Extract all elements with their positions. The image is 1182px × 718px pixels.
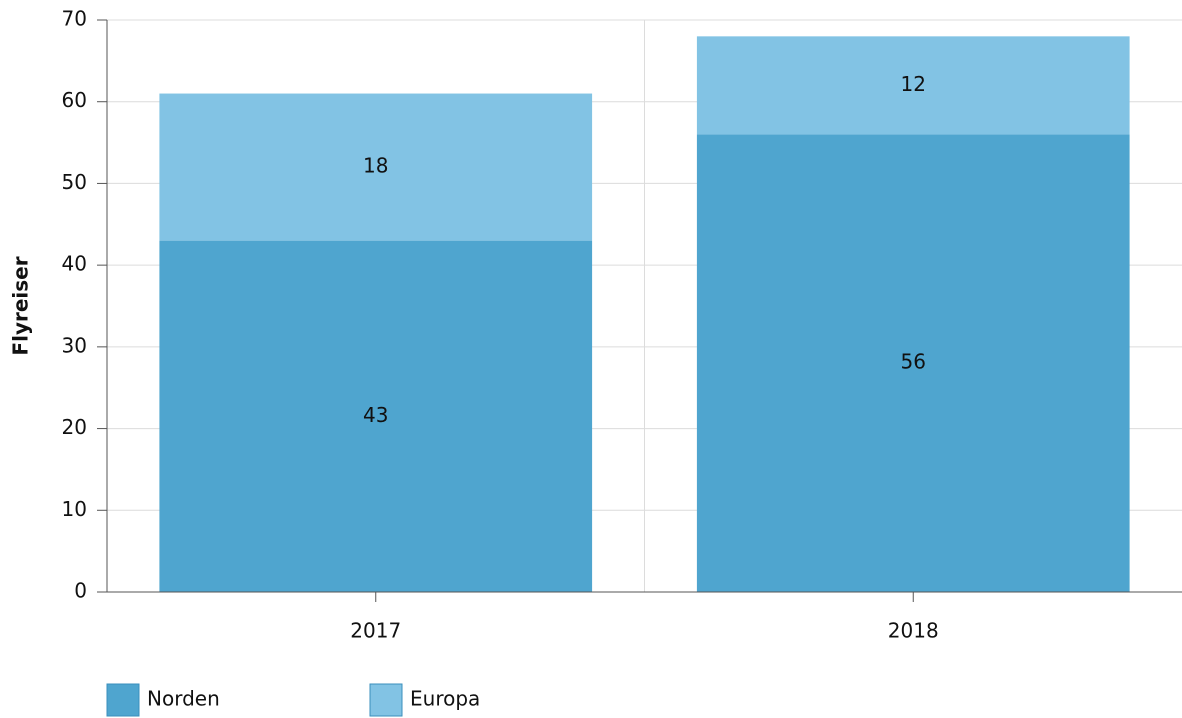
- x-tick-label: 2018: [888, 619, 939, 643]
- y-tick-label: 70: [62, 7, 87, 31]
- bar-segment: [159, 93, 593, 241]
- y-axis-label: Flyreiser: [9, 256, 33, 355]
- data-label: 43: [363, 403, 388, 427]
- data-label: 12: [901, 72, 926, 96]
- bar-segment: [696, 134, 1130, 592]
- legend-swatch: [106, 683, 140, 717]
- y-tick-label: 60: [62, 88, 87, 112]
- legend-label: Norden: [147, 687, 220, 711]
- data-label: 18: [363, 154, 388, 178]
- data-label: 56: [901, 350, 926, 374]
- y-tick-label: 30: [62, 333, 87, 357]
- y-tick-label: 40: [62, 252, 87, 276]
- legend-label: Europa: [410, 687, 480, 711]
- bar-segment: [696, 36, 1130, 135]
- bar-segment: [159, 240, 593, 592]
- legend-swatch: [369, 683, 403, 717]
- x-tick-label: 2017: [350, 619, 401, 643]
- y-tick-label: 50: [62, 170, 87, 194]
- y-tick-label: 20: [62, 415, 87, 439]
- y-tick-label: 0: [74, 579, 87, 603]
- y-tick-label: 10: [62, 497, 87, 521]
